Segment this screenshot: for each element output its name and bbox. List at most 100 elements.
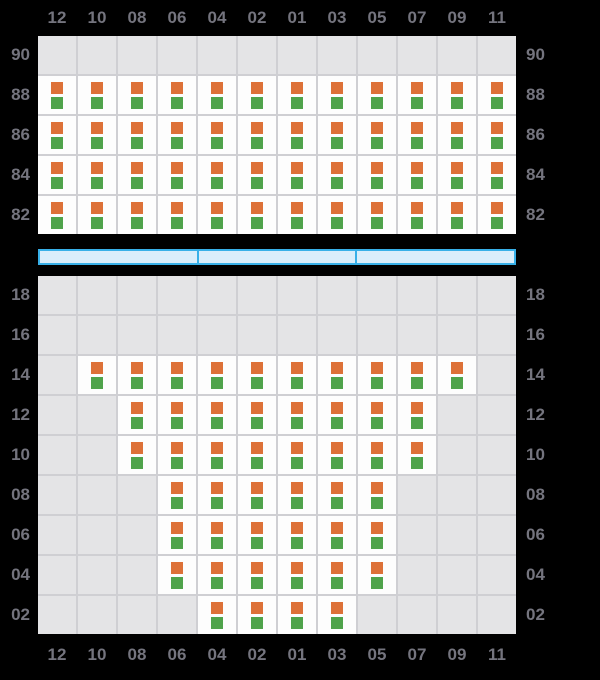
slot-occupied[interactable] [78, 76, 116, 114]
slot-occupied[interactable] [158, 116, 196, 154]
slot-occupied[interactable] [278, 76, 316, 114]
slot-occupied[interactable] [358, 476, 396, 514]
slot-occupied[interactable] [198, 196, 236, 234]
slot-occupied[interactable] [278, 596, 316, 634]
slot-occupied[interactable] [358, 396, 396, 434]
slot-occupied[interactable] [318, 116, 356, 154]
slot-occupied[interactable] [358, 516, 396, 554]
slot-occupied[interactable] [198, 556, 236, 594]
slot-occupied[interactable] [398, 116, 436, 154]
slot-occupied[interactable] [438, 196, 476, 234]
slot-occupied[interactable] [198, 476, 236, 514]
slot-occupied[interactable] [278, 436, 316, 474]
slot-occupied[interactable] [38, 116, 76, 154]
slot-occupied[interactable] [358, 556, 396, 594]
slot-occupied[interactable] [398, 156, 436, 194]
slot-occupied[interactable] [278, 476, 316, 514]
slot-occupied[interactable] [318, 156, 356, 194]
slot-occupied[interactable] [438, 76, 476, 114]
slot-occupied[interactable] [238, 116, 276, 154]
slot-occupied[interactable] [318, 76, 356, 114]
slot-occupied[interactable] [318, 516, 356, 554]
slot-occupied[interactable] [78, 116, 116, 154]
slot-occupied[interactable] [158, 436, 196, 474]
slot-occupied[interactable] [278, 356, 316, 394]
slot-occupied[interactable] [238, 556, 276, 594]
slot-occupied[interactable] [398, 356, 436, 394]
slot-occupied[interactable] [278, 116, 316, 154]
slot-occupied[interactable] [438, 116, 476, 154]
slot-occupied[interactable] [358, 156, 396, 194]
slot-occupied[interactable] [118, 396, 156, 434]
slot-occupied[interactable] [398, 196, 436, 234]
slot-occupied[interactable] [238, 156, 276, 194]
slot-occupied[interactable] [278, 156, 316, 194]
slot-occupied[interactable] [358, 356, 396, 394]
slot-occupied[interactable] [238, 196, 276, 234]
slot-occupied[interactable] [278, 516, 316, 554]
slot-occupied[interactable] [158, 356, 196, 394]
slot-occupied[interactable] [238, 436, 276, 474]
slot-occupied[interactable] [318, 596, 356, 634]
slot-occupied[interactable] [198, 596, 236, 634]
slot-occupied[interactable] [318, 436, 356, 474]
slot-occupied[interactable] [438, 156, 476, 194]
slot-occupied[interactable] [198, 436, 236, 474]
slot-occupied[interactable] [318, 396, 356, 434]
slot-occupied[interactable] [158, 556, 196, 594]
slot-occupied[interactable] [358, 116, 396, 154]
slot-occupied[interactable] [278, 196, 316, 234]
slot-occupied[interactable] [38, 156, 76, 194]
slot-occupied[interactable] [198, 156, 236, 194]
slot-occupied[interactable] [238, 516, 276, 554]
slot-occupied[interactable] [158, 396, 196, 434]
hatch-cover[interactable] [196, 249, 358, 265]
slot-occupied[interactable] [118, 196, 156, 234]
slot-occupied[interactable] [118, 436, 156, 474]
hatch-cover[interactable] [38, 249, 199, 265]
slot-occupied[interactable] [398, 396, 436, 434]
slot-occupied[interactable] [238, 356, 276, 394]
slot-occupied[interactable] [78, 196, 116, 234]
slot-occupied[interactable] [478, 116, 516, 154]
slot-occupied[interactable] [318, 556, 356, 594]
slot-occupied[interactable] [158, 516, 196, 554]
slot-occupied[interactable] [478, 196, 516, 234]
slot-occupied[interactable] [198, 356, 236, 394]
slot-occupied[interactable] [398, 436, 436, 474]
slot-occupied[interactable] [198, 396, 236, 434]
slot-occupied[interactable] [118, 76, 156, 114]
slot-occupied[interactable] [318, 196, 356, 234]
slot-occupied[interactable] [358, 76, 396, 114]
slot-occupied[interactable] [238, 396, 276, 434]
slot-occupied[interactable] [478, 156, 516, 194]
slot-occupied[interactable] [238, 76, 276, 114]
slot-occupied[interactable] [38, 196, 76, 234]
slot-occupied[interactable] [38, 76, 76, 114]
slot-occupied[interactable] [238, 596, 276, 634]
slot-occupied[interactable] [198, 516, 236, 554]
slot-occupied[interactable] [198, 116, 236, 154]
slot-occupied[interactable] [318, 356, 356, 394]
slot-occupied[interactable] [358, 196, 396, 234]
slot-occupied[interactable] [158, 476, 196, 514]
slot-occupied[interactable] [438, 356, 476, 394]
slot-occupied[interactable] [78, 156, 116, 194]
slot-occupied[interactable] [358, 436, 396, 474]
slot-occupied[interactable] [158, 76, 196, 114]
slot-occupied[interactable] [118, 116, 156, 154]
hatch-cover[interactable] [355, 249, 517, 265]
slot-occupied[interactable] [118, 156, 156, 194]
slot-occupied[interactable] [198, 76, 236, 114]
slot-occupied[interactable] [78, 356, 116, 394]
slot-occupied[interactable] [398, 76, 436, 114]
slot-occupied[interactable] [158, 156, 196, 194]
slot-occupied[interactable] [478, 76, 516, 114]
slot-occupied[interactable] [118, 356, 156, 394]
slot-occupied[interactable] [278, 396, 316, 434]
slot-occupied[interactable] [318, 476, 356, 514]
slot-occupied[interactable] [238, 476, 276, 514]
slot-occupied[interactable] [278, 556, 316, 594]
slot-occupied[interactable] [158, 196, 196, 234]
cargo-marker-orange-icon [291, 521, 303, 534]
